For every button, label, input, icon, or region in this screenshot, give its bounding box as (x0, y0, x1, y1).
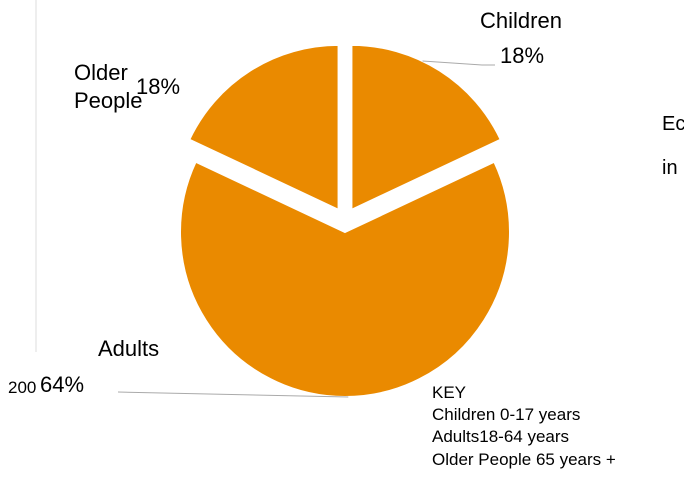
side-text-line-1: Ec (662, 113, 684, 135)
data-label-adults-name: Adults (98, 336, 159, 361)
data-label-older-people-percent: 18% (136, 74, 180, 99)
legend-key: KEY Children 0-17 years Adults18-64 year… (432, 383, 616, 469)
data-label-adults-value: 200 (8, 378, 36, 397)
leader-line-children (422, 60, 495, 66)
legend-title: KEY (432, 383, 466, 402)
data-label-children-name: Children (480, 8, 562, 33)
data-label-older-people-name-line1: Older (74, 60, 128, 85)
pie-slice-adults (179, 160, 511, 398)
data-label-children-percent: 18% (500, 43, 544, 68)
pie-slices (179, 43, 511, 398)
legend-entry-adults: Adults18-64 years (432, 427, 569, 446)
legend-entry-older-people: Older People 65 years + (432, 450, 616, 469)
leader-lines (117, 60, 495, 398)
pie-slice-older-people (187, 43, 340, 212)
leader-line-adults (117, 391, 349, 398)
pie-slice-children (350, 43, 503, 212)
legend-entry-children: Children 0-17 years (432, 405, 580, 424)
data-label-older-people-name-line2: People (74, 88, 143, 113)
side-text-line-2: in (662, 157, 678, 179)
data-label-adults-percent: 64% (40, 372, 84, 397)
